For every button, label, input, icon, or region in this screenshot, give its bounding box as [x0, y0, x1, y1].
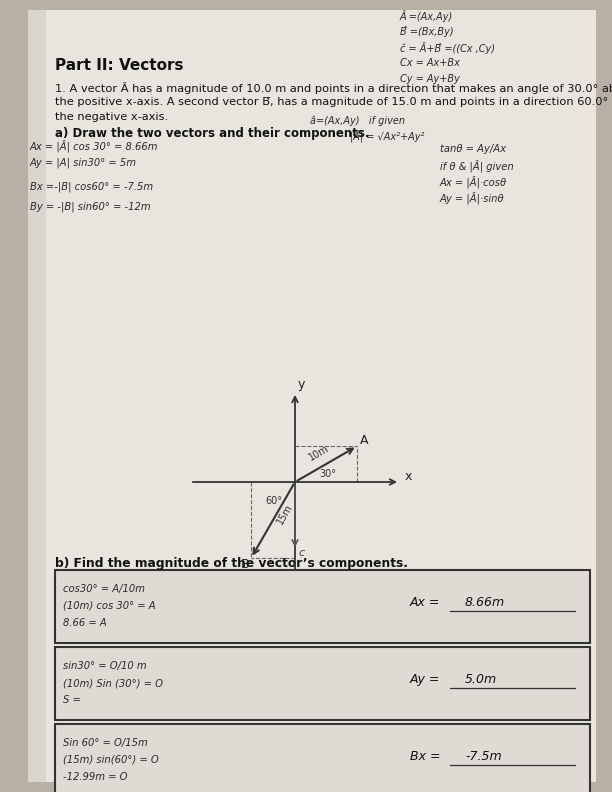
Bar: [55, 647, 590, 720]
Text: B: B: [241, 558, 250, 571]
Text: Part II: Vectors: Part II: Vectors: [55, 58, 184, 73]
Text: Cx = Ax+Bx: Cx = Ax+Bx: [400, 58, 460, 68]
Text: 30°: 30°: [319, 469, 336, 479]
Text: Ay =: Ay =: [410, 673, 441, 686]
Text: c: c: [298, 548, 304, 558]
Text: Cy = Ay+By: Cy = Ay+By: [400, 74, 460, 84]
Text: Ax = |Â| cos 30° = 8.66m: Ax = |Â| cos 30° = 8.66m: [30, 140, 159, 153]
Text: 8.66 = A: 8.66 = A: [63, 618, 106, 628]
Text: (10m) Sin (30°) = O: (10m) Sin (30°) = O: [63, 678, 163, 688]
Text: B̂ =(Bx,By): B̂ =(Bx,By): [400, 26, 453, 37]
Text: (10m) cos 30° = A: (10m) cos 30° = A: [63, 601, 155, 611]
Text: (15m) sin(60°) = O: (15m) sin(60°) = O: [63, 755, 159, 765]
Text: x: x: [405, 470, 412, 483]
Text: a) Draw the two vectors and their components.: a) Draw the two vectors and their compon…: [55, 127, 370, 140]
Text: S =: S =: [63, 695, 81, 705]
Bar: [55, 570, 590, 643]
Text: â=(Ax,Ay)   if given: â=(Ax,Ay) if given: [310, 116, 405, 127]
Text: 15m: 15m: [275, 501, 295, 526]
Text: 60°: 60°: [265, 496, 282, 506]
Text: 1. A vector Â has a magnitude of 10.0 m and points in a direction that makes an : 1. A vector Â has a magnitude of 10.0 m …: [55, 82, 612, 94]
Text: y: y: [298, 378, 305, 391]
Text: Ay = |A| sin30° = 5m: Ay = |A| sin30° = 5m: [30, 158, 137, 169]
Text: the positive x-axis. A second vector B̅, has a magnitude of 15.0 m and points in: the positive x-axis. A second vector B̅,…: [55, 97, 612, 107]
Text: sin30° = O/10 m: sin30° = O/10 m: [63, 661, 147, 671]
Text: ĉ = Â+B̂ =((Cx ,Cy): ĉ = Â+B̂ =((Cx ,Cy): [400, 42, 495, 54]
Text: Ax =: Ax =: [410, 596, 441, 609]
Text: A: A: [360, 434, 369, 447]
Text: 10m: 10m: [307, 444, 331, 463]
Text: Â =(Ax,Ay): Â =(Ax,Ay): [400, 10, 453, 22]
Text: |Â| = √Ax²+Ay²: |Â| = √Ax²+Ay²: [350, 129, 424, 142]
Text: Sin 60° = O/15m: Sin 60° = O/15m: [63, 738, 147, 748]
Text: the negative x-axis.: the negative x-axis.: [55, 112, 168, 122]
Text: Ay = |Â|·sinθ: Ay = |Â|·sinθ: [440, 192, 505, 204]
Text: By = -|B| sin60° = -12m: By = -|B| sin60° = -12m: [30, 202, 151, 212]
Text: 5.0m: 5.0m: [465, 673, 497, 686]
Text: -7.5m: -7.5m: [465, 750, 502, 763]
Text: if θ & |Â| given: if θ & |Â| given: [440, 160, 513, 173]
Bar: [55, 724, 590, 792]
Text: cos30° = A/10m: cos30° = A/10m: [63, 584, 145, 594]
Text: Ax = |Â|·cosθ: Ax = |Â|·cosθ: [440, 176, 507, 188]
Text: b) Find the magnitude of the vector’s components.: b) Find the magnitude of the vector’s co…: [55, 557, 408, 570]
Text: 8.66m: 8.66m: [465, 596, 505, 609]
Text: Bx =-|B| cos60° = -7.5m: Bx =-|B| cos60° = -7.5m: [30, 182, 153, 192]
Text: Bx =: Bx =: [410, 750, 441, 763]
Bar: [28, 10, 46, 782]
Text: -12.99m = O: -12.99m = O: [63, 772, 127, 782]
Text: tanθ = Ay/Ax: tanθ = Ay/Ax: [440, 144, 506, 154]
